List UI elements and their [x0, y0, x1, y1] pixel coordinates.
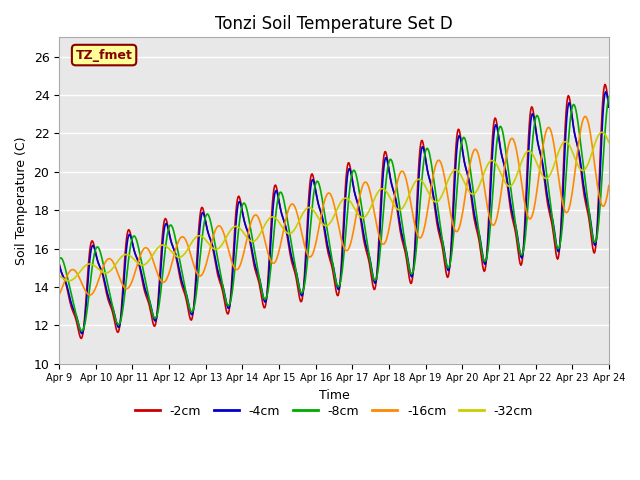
-4cm [207, 239, 215, 244]
Line: -32cm: -32cm [59, 132, 609, 281]
-16cm [179, 234, 186, 240]
Legend: -2cm, -4cm, -8cm, -16cm, -32cm: -2cm, -4cm, -8cm, -16cm, -32cm [130, 400, 538, 423]
-4cm [179, 280, 186, 286]
-2cm [418, 138, 426, 144]
-2cm [402, 251, 410, 256]
Text: TZ_fmet: TZ_fmet [76, 48, 132, 61]
-8cm [207, 222, 215, 228]
-4cm [605, 104, 612, 110]
-8cm [402, 243, 410, 249]
-8cm [418, 181, 426, 187]
-2cm [123, 237, 131, 242]
-16cm [207, 241, 215, 247]
-4cm [402, 244, 410, 250]
-4cm [55, 261, 63, 267]
-16cm [581, 114, 589, 120]
-4cm [78, 331, 86, 336]
-8cm [123, 276, 131, 282]
-2cm [601, 82, 609, 87]
-32cm [55, 273, 63, 278]
-32cm [605, 140, 612, 145]
Y-axis label: Soil Temperature (C): Soil Temperature (C) [15, 136, 28, 265]
-4cm [123, 247, 131, 252]
X-axis label: Time: Time [319, 389, 349, 402]
-2cm [605, 104, 612, 110]
-4cm [418, 146, 426, 152]
Line: -4cm: -4cm [59, 92, 609, 334]
-2cm [179, 284, 186, 289]
-16cm [418, 234, 426, 240]
Title: Tonzi Soil Temperature Set D: Tonzi Soil Temperature Set D [215, 15, 453, 33]
-32cm [179, 253, 186, 259]
-16cm [402, 174, 410, 180]
-32cm [207, 244, 215, 250]
-8cm [78, 328, 86, 334]
-2cm [207, 239, 215, 245]
-32cm [66, 278, 74, 284]
-8cm [179, 270, 186, 276]
-32cm [123, 252, 131, 257]
-2cm [77, 336, 85, 341]
-8cm [65, 282, 73, 288]
-8cm [55, 257, 63, 263]
-32cm [402, 201, 410, 206]
Line: -2cm: -2cm [59, 84, 609, 338]
-4cm [65, 292, 73, 298]
-16cm [605, 183, 612, 189]
-16cm [65, 269, 73, 275]
-2cm [55, 261, 63, 267]
Line: -8cm: -8cm [59, 96, 609, 331]
-32cm [418, 178, 426, 183]
-16cm [55, 292, 63, 298]
Line: -16cm: -16cm [59, 117, 609, 295]
-8cm [605, 94, 612, 99]
-16cm [123, 286, 131, 291]
-32cm [598, 130, 606, 135]
-4cm [602, 89, 609, 95]
-2cm [65, 295, 73, 301]
-16cm [86, 292, 93, 298]
-32cm [65, 278, 73, 284]
